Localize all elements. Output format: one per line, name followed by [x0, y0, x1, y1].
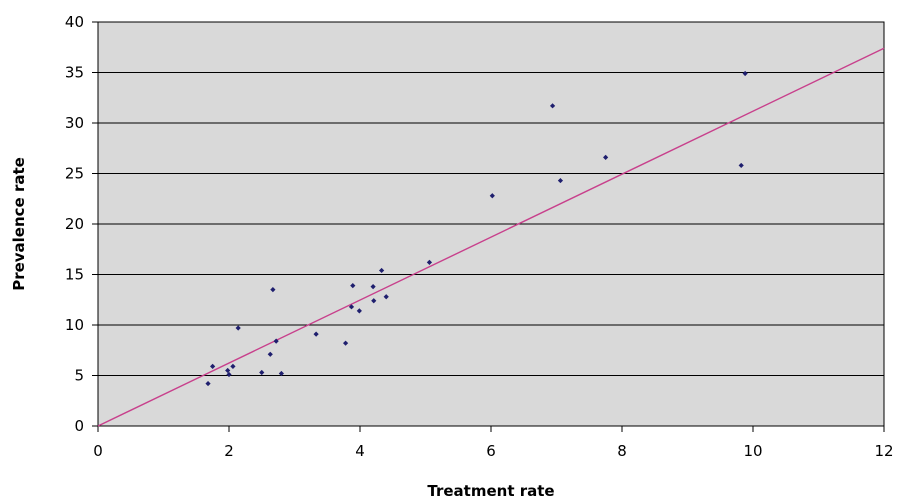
data-point-7 [267, 351, 273, 357]
y-tick-label-40: 40 [65, 13, 84, 31]
data-point-21 [489, 193, 495, 199]
data-point-11 [313, 331, 319, 337]
trendline-layer [97, 47, 885, 427]
x-tick-label-8: 8 [617, 442, 627, 460]
x-tick-label-6: 6 [486, 442, 496, 460]
data-point-23 [557, 177, 564, 184]
axes [92, 21, 885, 432]
data-point-24 [603, 154, 609, 160]
data-point-22 [549, 103, 556, 109]
y-tick-label-10: 10 [65, 316, 84, 334]
data-point-26 [742, 70, 748, 77]
data-point-1 [210, 363, 216, 370]
data-point-10 [278, 370, 284, 377]
x-tick-label-4: 4 [355, 442, 365, 460]
x-axis-title: Treatment rate [427, 482, 554, 500]
x-tick-label-10: 10 [743, 442, 762, 460]
data-point-15 [356, 308, 362, 314]
data-point-6 [259, 369, 265, 376]
data-point-20 [426, 259, 433, 265]
y-tick-label-35: 35 [65, 64, 84, 82]
tick-labels: 0 5 10 15 20 25 30 35 40 0 2 4 6 8 10 12 [65, 13, 894, 460]
y-tick-label-30: 30 [65, 114, 84, 132]
data-point-2 [225, 367, 231, 374]
y-tick-label-0: 0 [74, 417, 84, 435]
x-tick-label-2: 2 [224, 442, 234, 460]
data-point-13 [348, 304, 355, 310]
data-point-12 [342, 340, 349, 346]
y-axis-title: Prevalence rate [10, 157, 28, 291]
data-point-0 [205, 380, 211, 387]
data-point-14 [350, 283, 356, 289]
data-point-25 [738, 162, 744, 169]
y-tick-label-5: 5 [74, 367, 84, 385]
y-tick-label-20: 20 [65, 215, 84, 233]
data-point-9 [273, 338, 279, 344]
x-tick-label-12: 12 [874, 442, 893, 460]
data-points [205, 70, 748, 387]
data-point-5 [235, 325, 241, 331]
y-tick-label-15: 15 [65, 266, 84, 284]
data-point-8 [270, 287, 276, 293]
trendline [97, 47, 885, 427]
data-point-17 [371, 298, 377, 304]
x-tick-label-0: 0 [93, 442, 103, 460]
data-point-19 [383, 294, 389, 300]
data-point-18 [379, 267, 385, 274]
data-point-3 [226, 371, 232, 378]
y-tick-label-25: 25 [65, 165, 84, 183]
data-point-4 [230, 363, 236, 370]
data-point-16 [370, 284, 376, 290]
